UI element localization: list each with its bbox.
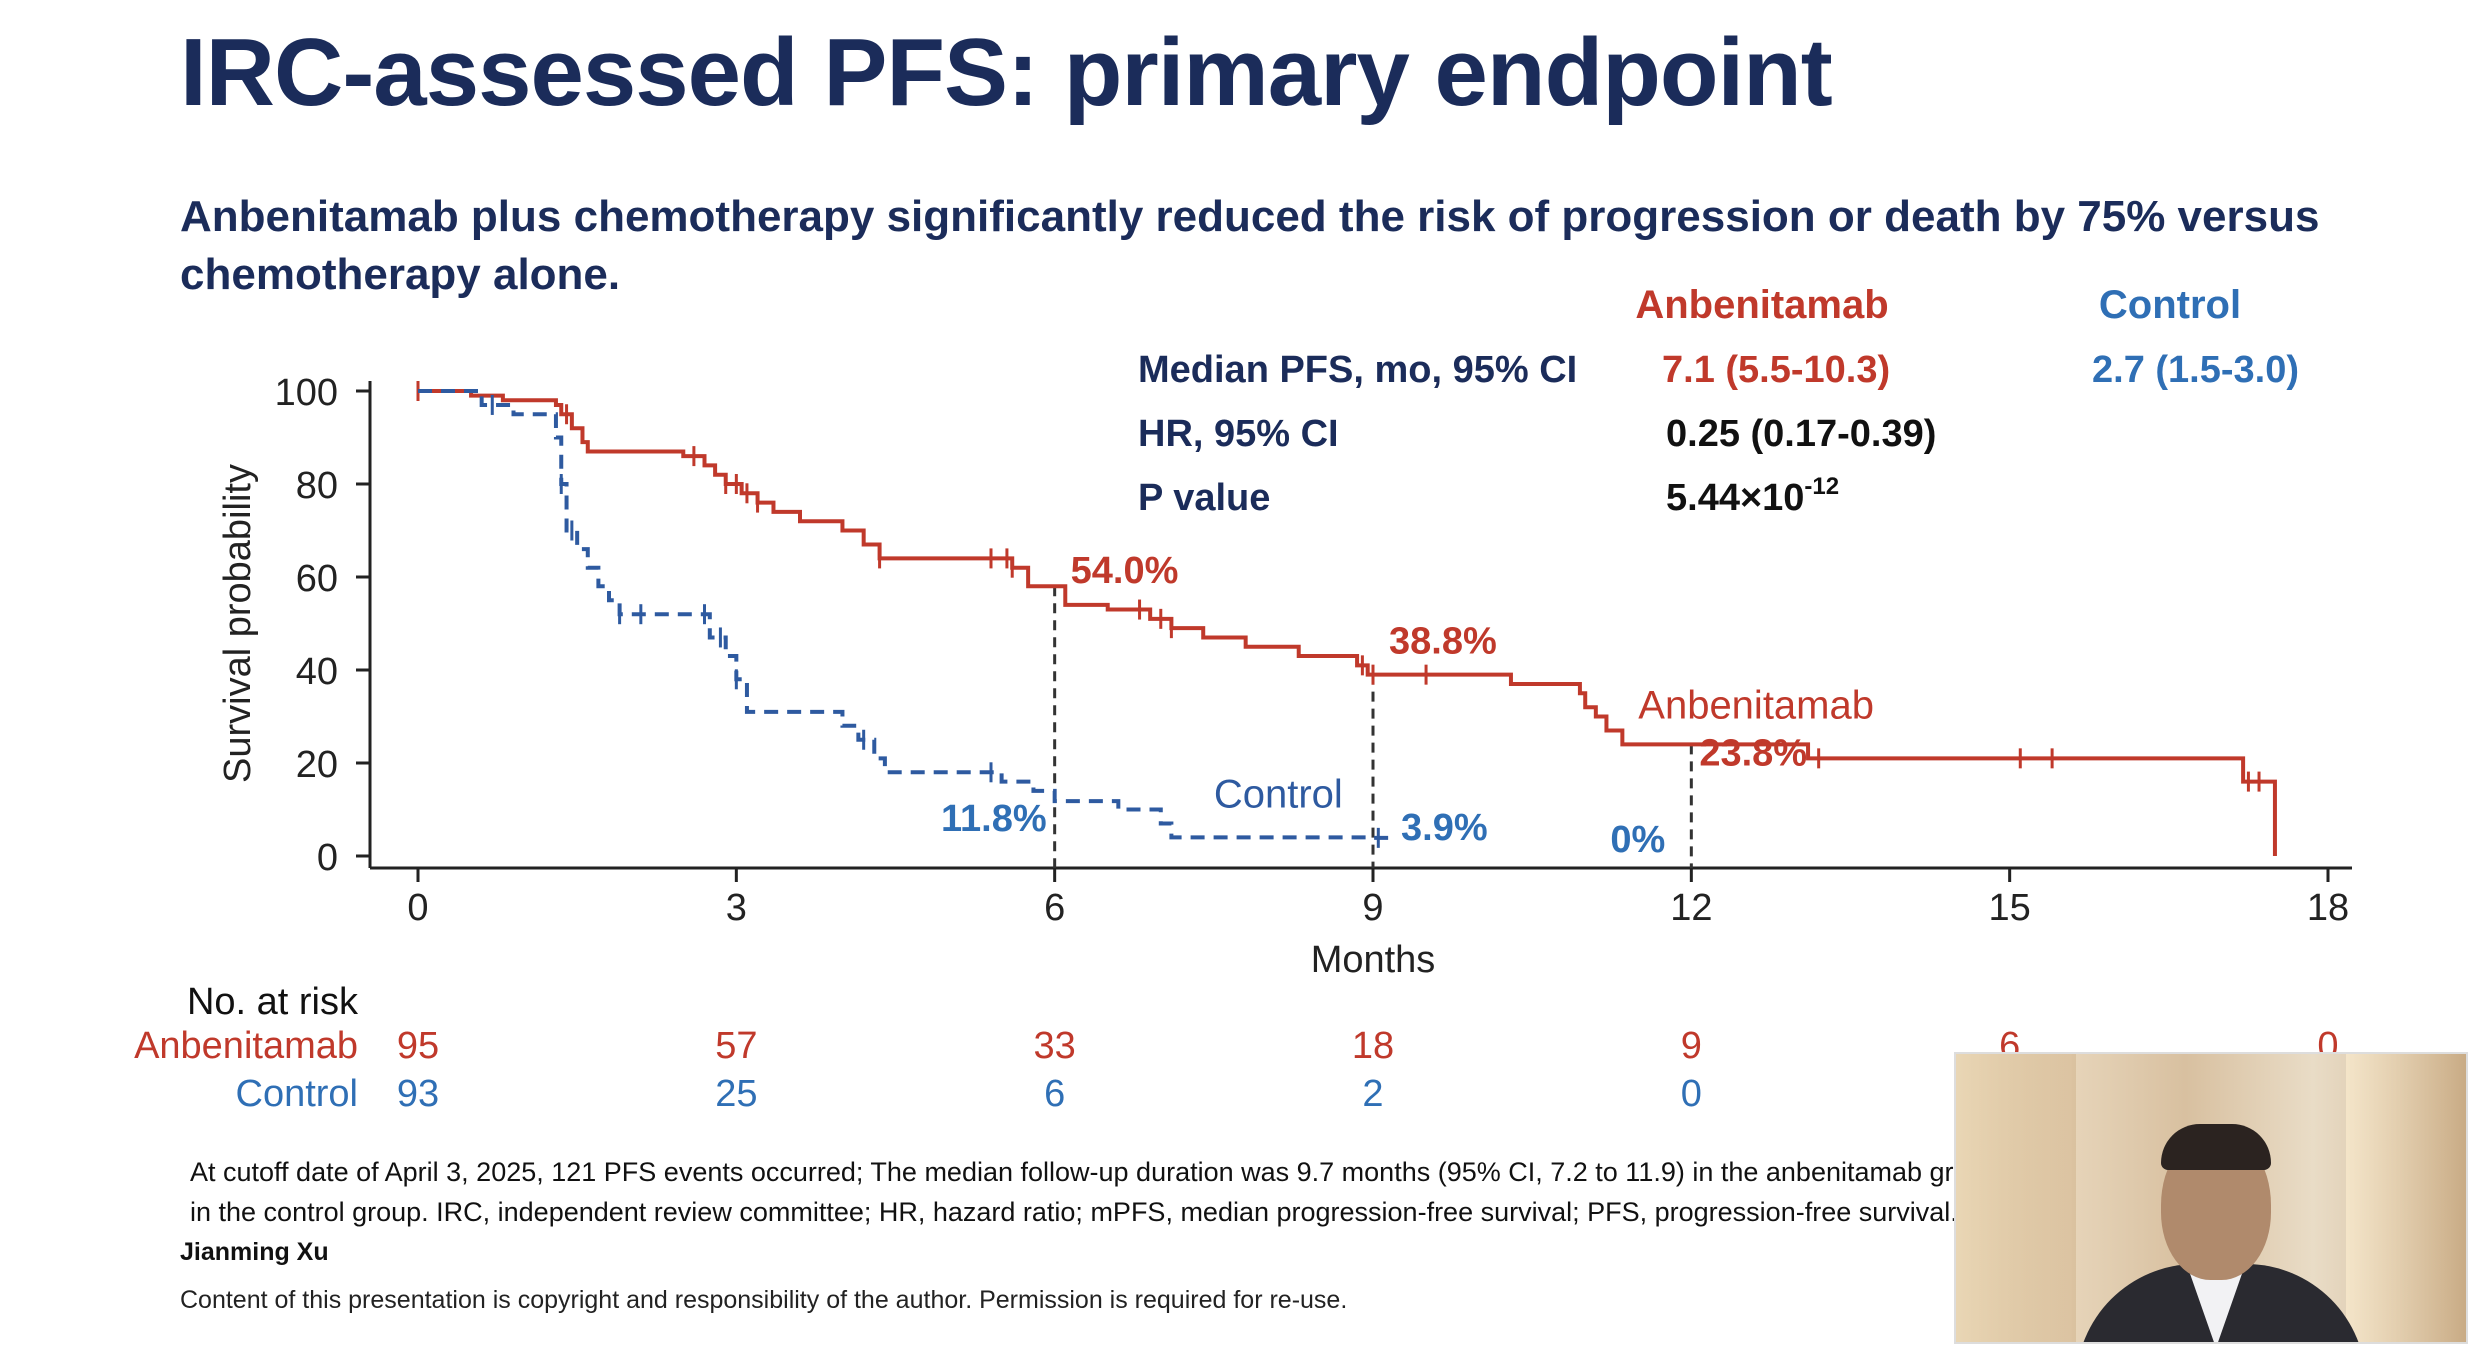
x-tick-label: 0 [407,887,428,929]
control-rate-label: 3.9% [1401,807,1488,849]
risk-value: 93 [397,1073,439,1115]
risk-value: 95 [397,1025,439,1067]
presenter-webcam [1954,1052,2468,1344]
risk-table-title: No. at risk [187,981,359,1023]
curves [416,381,2277,856]
copyright-notice: Content of this presentation is copyrigh… [180,1286,1348,1314]
stats-table: Anbenitamab Control Median PFS, mo, 95% CI… [1138,283,2299,519]
y-tick-label: 60 [296,558,338,600]
curtain-left [1956,1054,2076,1342]
anbenitamab-rate-label: 23.8% [1699,732,1807,774]
x-tick-label: 9 [1362,887,1383,929]
y-tick-label: 100 [275,372,338,414]
y-axis-title: Survival probability [217,464,259,783]
curve-label-control: Control [1214,773,1343,817]
anbenitamab-rate-label: 38.8% [1389,621,1497,663]
guide-lines [1053,586,1693,868]
y-tick-label: 40 [296,651,338,693]
risk-value: 25 [715,1073,757,1115]
series-line-anbenitamab [418,389,2277,856]
footnote-line-2: in the control group. IRC, independent r… [190,1197,1958,1227]
control-rate-label: 0% [1610,819,1665,861]
slide-title: IRC-assessed PFS: primary endpoint [180,19,1833,126]
risk-value: 2 [1362,1073,1383,1115]
x-tick-label: 3 [726,887,747,929]
x-tick-label: 6 [1044,887,1065,929]
stats-row-label: HR, 95% CI [1138,413,1339,455]
risk-value: 18 [1352,1025,1394,1067]
stats-header-anbenitamab: Anbenitamab [1635,283,1888,327]
risk-value: 6 [1044,1073,1065,1115]
anbenitamab-rate-label: 54.0% [1071,550,1179,592]
presenter-hair [2161,1124,2271,1170]
chart-axes: 0 3 6 9 12 15 18 0 20 40 60 80 100 Months Survival pro… [217,372,2352,981]
y-tick-label: 20 [296,744,338,786]
stats-row-label: P value [1138,477,1270,519]
risk-value: 9 [1681,1025,1702,1067]
x-axis-title: Months [1311,939,1436,981]
risk-row-label: Anbenitamab [134,1025,358,1067]
curtain-right [2346,1054,2466,1342]
p-value: 5.44×10-12 [1666,473,1839,519]
x-tick-label: 12 [1670,887,1712,929]
author-name: Jianming Xu [180,1238,329,1266]
slide-subtitle: Anbenitamab plus chemotherapy significan… [180,192,2320,299]
footnote-line-1: At cutoff date of April 3, 2025, 121 PFS… [190,1157,1970,1187]
series-line-control [418,389,1395,840]
risk-value: 57 [715,1025,757,1067]
footnote: At cutoff date of April 3, 2025, 121 PFS… [190,1152,1970,1232]
curve-label-anbenitamab: Anbenitamab [1638,684,1874,728]
x-tick-label: 18 [2307,887,2349,929]
y-tick-label: 80 [296,465,338,507]
x-tick-label: 15 [1989,887,2031,929]
risk-row-label: Control [236,1073,359,1115]
risk-value: 0 [1681,1073,1702,1115]
hazard-ratio-value: 0.25 (0.17-0.39) [1666,413,1936,455]
control-rate-label: 11.8% [941,798,1047,840]
risk-value: 33 [1034,1025,1076,1067]
median-pfs-control: 2.7 (1.5-3.0) [2092,349,2299,391]
stats-header-control: Control [2099,283,2241,327]
median-pfs-anbenitamab: 7.1 (5.5-10.3) [1662,349,1890,391]
y-tick-label: 0 [317,837,338,879]
stats-row-label: Median PFS, mo, 95% CI [1138,349,1577,391]
chart-labels: 54.0% 11.8% 38.8% 3.9% 23.8% 0% Anbenitamab Con… [941,550,1874,861]
